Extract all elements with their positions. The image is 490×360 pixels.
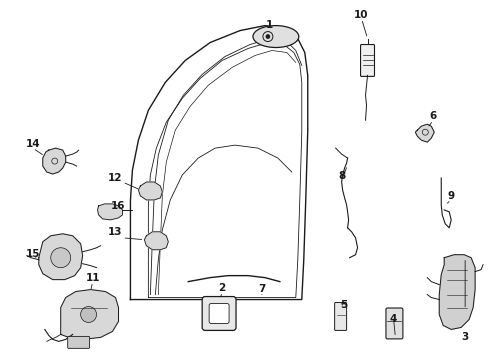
Circle shape [51, 248, 71, 268]
Polygon shape [39, 234, 83, 280]
FancyBboxPatch shape [361, 45, 374, 76]
Text: 9: 9 [448, 191, 455, 201]
Text: 13: 13 [108, 227, 123, 237]
Circle shape [266, 35, 270, 39]
Polygon shape [145, 232, 168, 250]
FancyBboxPatch shape [335, 302, 346, 330]
Polygon shape [61, 289, 119, 339]
FancyBboxPatch shape [202, 297, 236, 330]
Polygon shape [439, 255, 475, 329]
FancyBboxPatch shape [209, 303, 229, 323]
Text: 8: 8 [338, 171, 345, 181]
Text: 1: 1 [266, 19, 273, 30]
Polygon shape [43, 148, 66, 174]
FancyBboxPatch shape [68, 336, 90, 348]
FancyBboxPatch shape [386, 308, 403, 339]
Polygon shape [138, 182, 162, 200]
Ellipse shape [253, 26, 299, 48]
Text: 6: 6 [430, 111, 437, 121]
Text: 16: 16 [111, 201, 126, 211]
Polygon shape [98, 204, 122, 220]
Text: 4: 4 [390, 314, 397, 324]
Text: 3: 3 [462, 332, 469, 342]
Text: 10: 10 [354, 10, 369, 20]
Circle shape [81, 306, 97, 323]
Text: 11: 11 [85, 273, 100, 283]
Text: 15: 15 [25, 249, 40, 259]
Text: 12: 12 [108, 173, 123, 183]
Text: 5: 5 [340, 300, 347, 310]
Text: 7: 7 [258, 284, 266, 293]
Text: 2: 2 [219, 283, 226, 293]
Text: 14: 14 [25, 139, 40, 149]
Polygon shape [416, 124, 434, 142]
